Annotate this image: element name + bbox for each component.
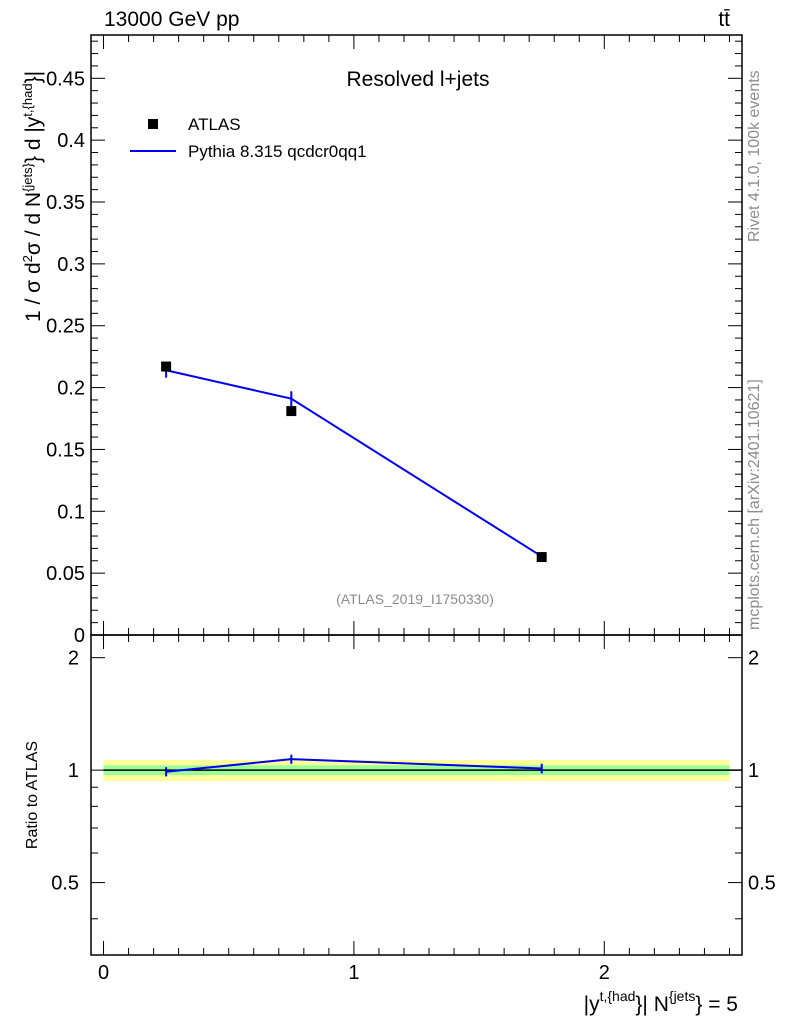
- ratio-y-tick-label-right: 0.5: [748, 873, 776, 895]
- y-label-text: 1 / σ d: [22, 262, 45, 322]
- atlas-data-point: [536, 552, 547, 563]
- y-label-superscript: 2: [20, 255, 35, 262]
- y-label-superscript: t,{had: [20, 83, 35, 116]
- main-y-tick-label: 0: [74, 625, 85, 647]
- ratio-x-tick-label: 2: [599, 962, 610, 984]
- main-y-tick-label: 0.2: [57, 378, 85, 400]
- x-label-text: }| N: [635, 993, 668, 1016]
- legend-atlas-marker: [148, 119, 158, 129]
- main-y-tick-label: 0.35: [46, 192, 85, 214]
- main-y-tick-label: 0.3: [57, 254, 85, 276]
- ratio-y-tick-label: 0.5: [51, 873, 79, 895]
- main-y-tick-label: 0.1: [57, 501, 85, 523]
- y-label-text: }|: [22, 71, 45, 83]
- ratio-x-tick-label: 0: [98, 962, 109, 984]
- analysis-watermark: (ATLAS_2019_I1750330): [336, 591, 494, 607]
- ratio-panel-frame: [90, 634, 743, 956]
- main-y-axis-label: 1 / σ d2σ / d N{jets}} d |yt,{had}|: [20, 71, 45, 322]
- mc-series-line: [165, 369, 543, 558]
- ratio-y-axis-label: Ratio to ATLAS: [24, 741, 41, 849]
- main-y-tick-label: 0.4: [57, 130, 85, 152]
- main-y-tick-label: 0.05: [46, 563, 85, 585]
- legend-atlas-label: ATLAS: [188, 115, 241, 134]
- x-label-text: |y: [584, 993, 600, 1016]
- header-process-label: tt̄: [718, 8, 730, 31]
- main-y-tick-label: 0.45: [46, 68, 85, 90]
- ratio-y-tick-label-right: 2: [748, 648, 759, 670]
- x-axis-label: |yt,{had}| N{jets} = 5: [584, 988, 738, 1016]
- legend-mc-label: Pythia 8.315 qcdcr0qq1: [188, 142, 367, 161]
- ratio-y-tick-label: 1: [68, 760, 79, 782]
- atlas-data-point: [286, 406, 297, 417]
- x-label-superscript: t,{had: [600, 988, 636, 1004]
- y-label-text: } d |y: [22, 116, 45, 163]
- atlas-data-point: [161, 361, 172, 372]
- header-energy-label: 13000 GeV pp: [104, 8, 240, 31]
- x-label-text: } = 5: [695, 993, 738, 1016]
- x-label-superscript: {jets: [669, 988, 695, 1004]
- chart-title: Resolved l+jets: [347, 68, 490, 91]
- y-label-text: σ / d N: [22, 192, 45, 255]
- y-label-superscript: {jets}: [20, 162, 35, 192]
- main-y-tick-label: 0.15: [46, 439, 85, 461]
- main-y-tick-label: 0.25: [46, 316, 85, 338]
- ratio-y-tick-label-right: 1: [748, 760, 759, 782]
- ratio-y-tick-label: 2: [68, 648, 79, 670]
- ratio-x-tick-label: 1: [348, 962, 359, 984]
